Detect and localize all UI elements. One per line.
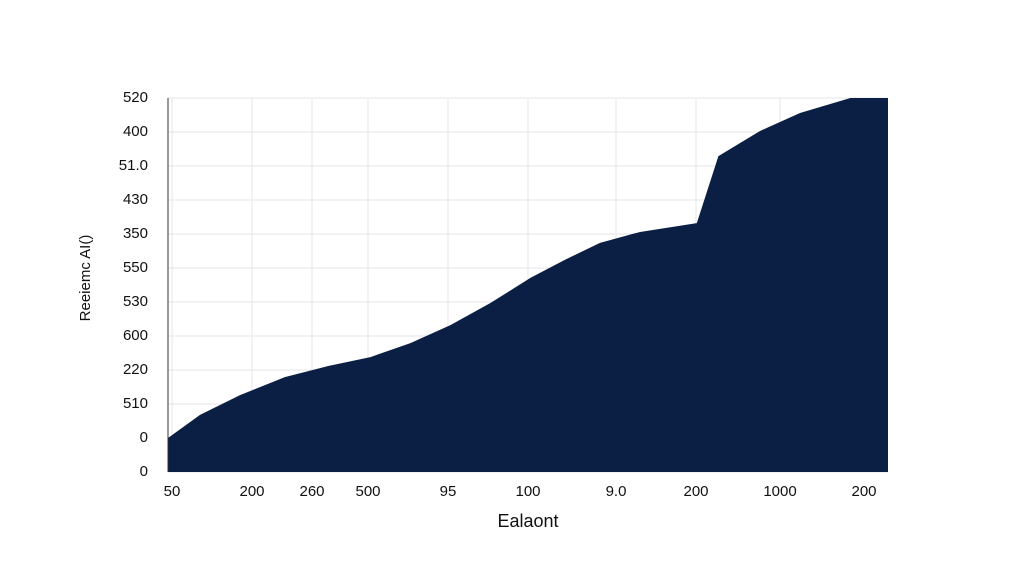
x-tick-label: 100: [515, 483, 540, 500]
y-axis-label: Reeiemc AI(): [77, 235, 94, 322]
y-tick-label: 550: [123, 259, 148, 276]
x-tick-label: 9.0: [606, 483, 627, 500]
x-tick-label: 260: [299, 483, 324, 500]
x-tick-label: 200: [851, 483, 876, 500]
x-axis-label: Ealaont: [497, 511, 558, 531]
x-tick-label: 1000: [763, 483, 796, 500]
y-tick-label: 400: [123, 123, 148, 140]
y-tick-label: 220: [123, 361, 148, 378]
y-tick-label: 0: [140, 429, 148, 446]
area: [168, 98, 888, 472]
y-tick-label: 510: [123, 395, 148, 412]
y-tick-label: 530: [123, 293, 148, 310]
y-tick-label: 51.0: [119, 157, 148, 174]
y-tick-label: 0: [140, 463, 148, 480]
x-tick-label: 50: [164, 483, 181, 500]
x-tick-label: 200: [239, 483, 264, 500]
x-tick-label: 500: [355, 483, 380, 500]
x-tick-label: 95: [440, 483, 457, 500]
y-tick-label: 520: [123, 89, 148, 106]
y-tick-label: 350: [123, 225, 148, 242]
y-tick-label: 600: [123, 327, 148, 344]
x-tick-label: 200: [683, 483, 708, 500]
y-tick-label: 430: [123, 191, 148, 208]
